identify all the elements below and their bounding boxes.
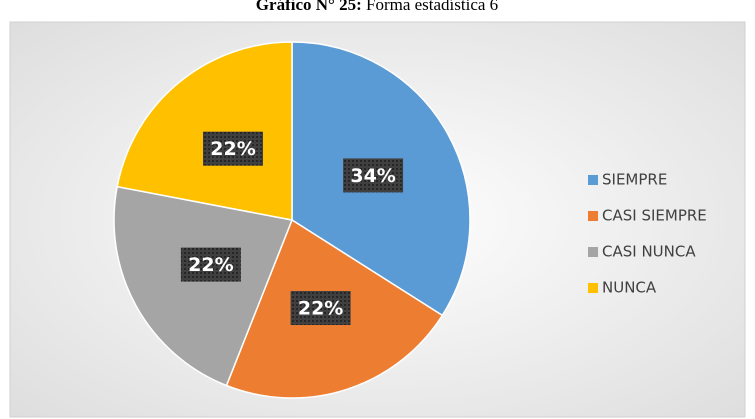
pie: [113, 41, 471, 399]
data-label-box: [290, 291, 351, 326]
data-label: 22%: [298, 298, 343, 320]
data-label-box: [180, 247, 241, 282]
data-labels: 34% 22% 22% 22%: [180, 131, 404, 326]
title-text: Forma estadística 6: [366, 0, 498, 14]
data-label: 22%: [188, 254, 233, 276]
legend-label: SIEMPRE: [602, 171, 667, 189]
legend-label: CASI SIEMPRE: [602, 207, 707, 225]
legend-label: CASI NUNCA: [602, 243, 696, 261]
title-prefix: Gráfico N° 25:: [256, 0, 362, 14]
legend-swatch: [588, 283, 598, 293]
legend-label: NUNCA: [602, 279, 657, 297]
data-label: 22%: [210, 138, 255, 160]
legend-swatch: [588, 211, 598, 221]
data-label-box: [203, 131, 264, 166]
chart-title: Gráfico N° 25: Forma estadística 6: [256, 0, 498, 14]
data-label: 34%: [350, 165, 395, 187]
pie-slice: [113, 185, 294, 387]
pie-slice: [116, 41, 293, 221]
data-label-box: [343, 158, 404, 193]
legend-swatch: [588, 247, 598, 257]
legend-swatch: [588, 175, 598, 185]
legend: SIEMPRE CASI SIEMPRE CASI NUNCA NUNCA: [588, 171, 707, 297]
